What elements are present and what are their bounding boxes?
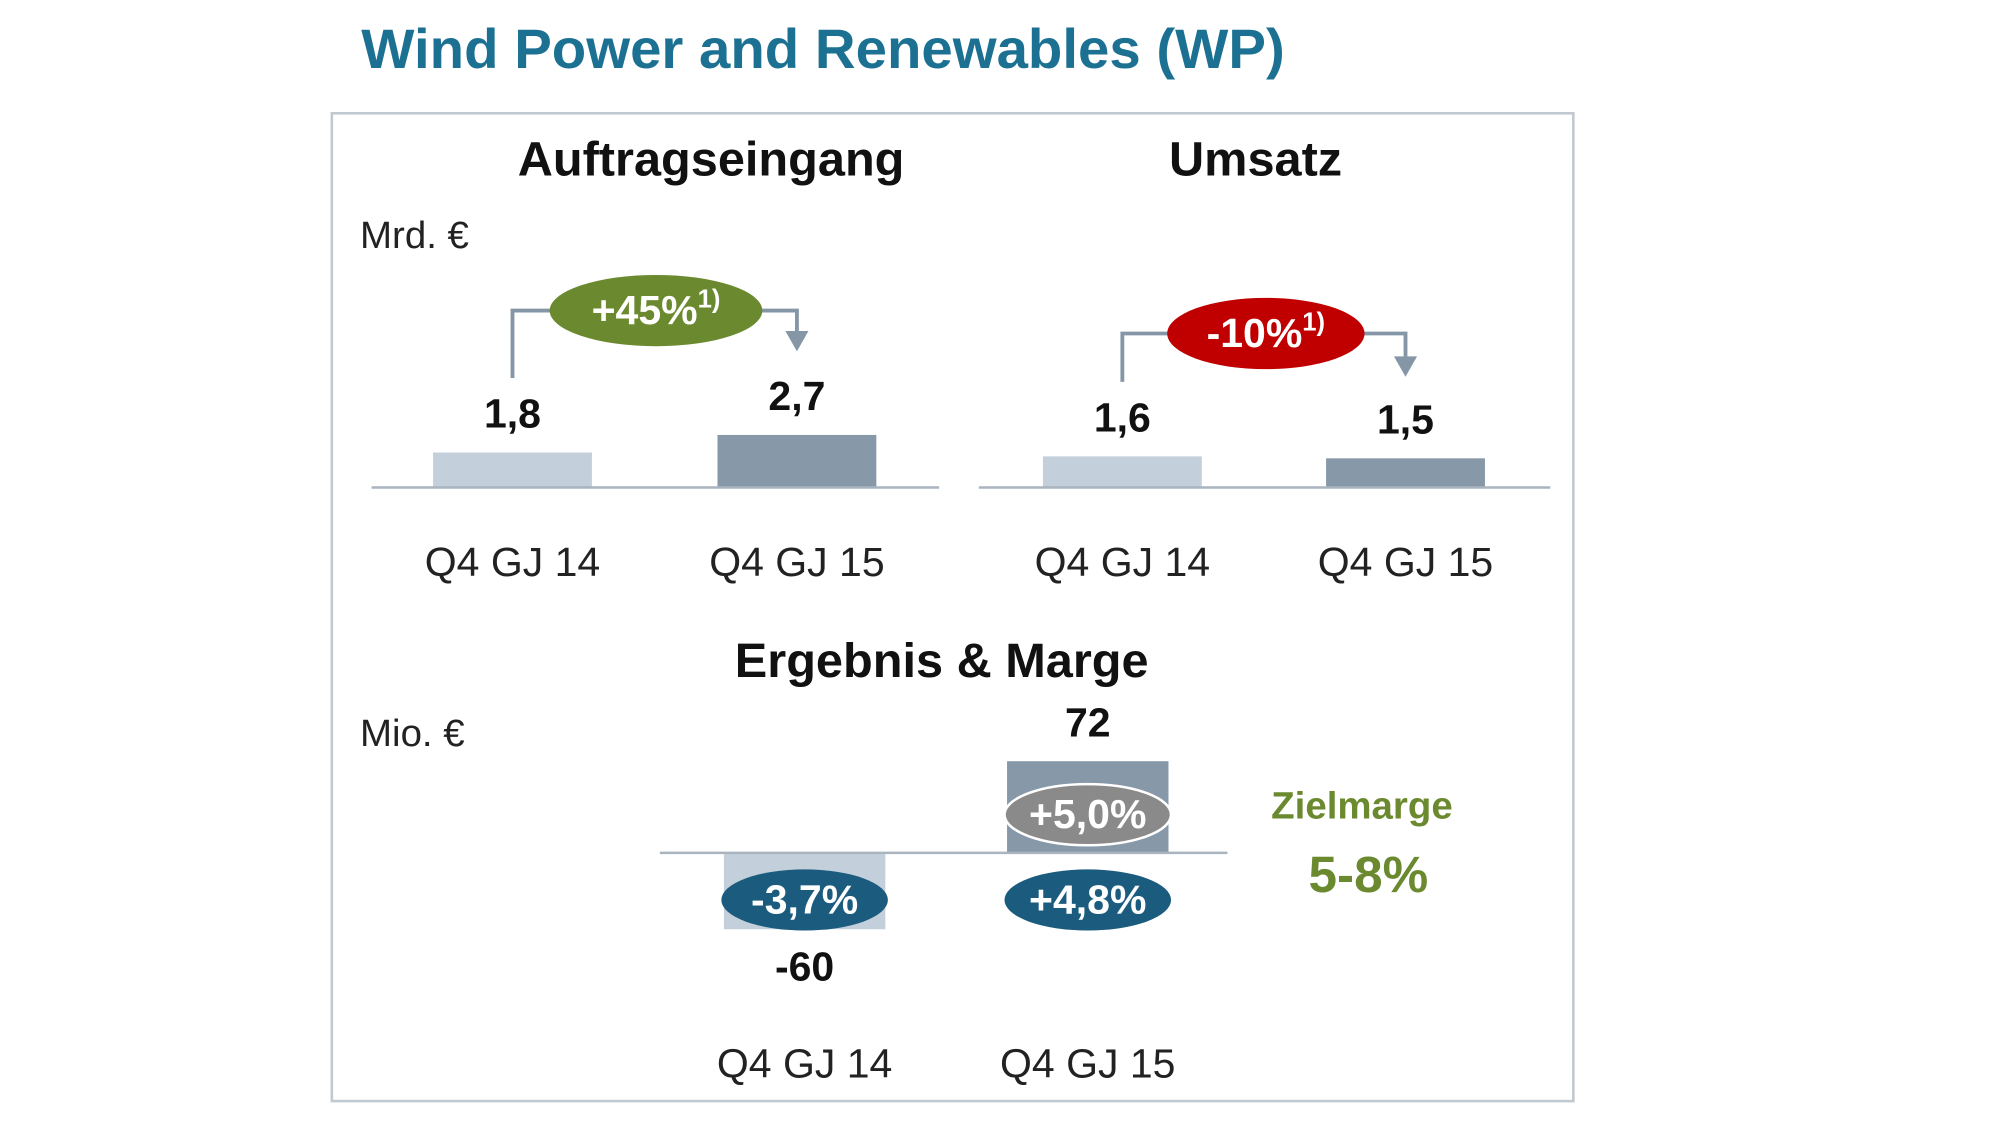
page-title: Wind Power and Renewables (WP) <box>361 17 1284 80</box>
bar <box>1326 458 1485 488</box>
margin-badge-label: +4,8% <box>1029 876 1146 922</box>
change-footnote: 1) <box>1302 308 1325 336</box>
unit-label: Mrd. € <box>360 214 469 257</box>
x-tick-label: Q4 GJ 14 <box>425 539 600 585</box>
chart-title: Umsatz <box>1169 133 1342 187</box>
bar <box>433 452 592 488</box>
change-value: +45% <box>592 287 698 333</box>
change-label: +45%1) <box>592 285 721 333</box>
chart-title: Auftragseingang <box>518 133 905 187</box>
unit-label: Mio. € <box>360 712 465 755</box>
value-label: 1,8 <box>484 391 541 437</box>
x-tick-label: Q4 GJ 15 <box>709 539 884 585</box>
margin-badge <box>1004 869 1172 931</box>
change-badge <box>549 274 763 347</box>
target-label: Zielmarge <box>1271 785 1453 828</box>
panel-frame <box>330 112 1575 1103</box>
change-badge <box>1167 297 1365 370</box>
value-label: -60 <box>775 944 834 990</box>
x-tick-label: Q4 GJ 15 <box>1318 539 1493 585</box>
value-label: 1,6 <box>1094 395 1151 441</box>
value-label: 72 <box>1065 699 1111 745</box>
x-tick-label: Q4 GJ 14 <box>1035 539 1210 585</box>
target-range: 5-8% <box>1309 846 1429 903</box>
change-footnote: 1) <box>698 285 721 313</box>
x-tick-label: Q4 GJ 14 <box>717 1041 892 1087</box>
value-label: 1,5 <box>1377 397 1434 443</box>
margin-adjusted-badge-label: +5,0% <box>1029 791 1146 837</box>
chart-title: Ergebnis & Marge <box>735 634 1149 688</box>
change-value: -10% <box>1207 310 1303 356</box>
change-arrow <box>1393 356 1418 377</box>
x-tick-label: Q4 GJ 15 <box>1000 1041 1175 1087</box>
change-arrow <box>785 330 809 352</box>
change-label: -10%1) <box>1207 308 1325 356</box>
value-label: 2,7 <box>768 373 825 419</box>
bar <box>717 434 877 488</box>
bar <box>1042 456 1202 488</box>
margin-adjusted-badge <box>1003 782 1173 847</box>
margin-badge-label: -3,7% <box>751 876 858 922</box>
margin-badge <box>721 869 888 931</box>
